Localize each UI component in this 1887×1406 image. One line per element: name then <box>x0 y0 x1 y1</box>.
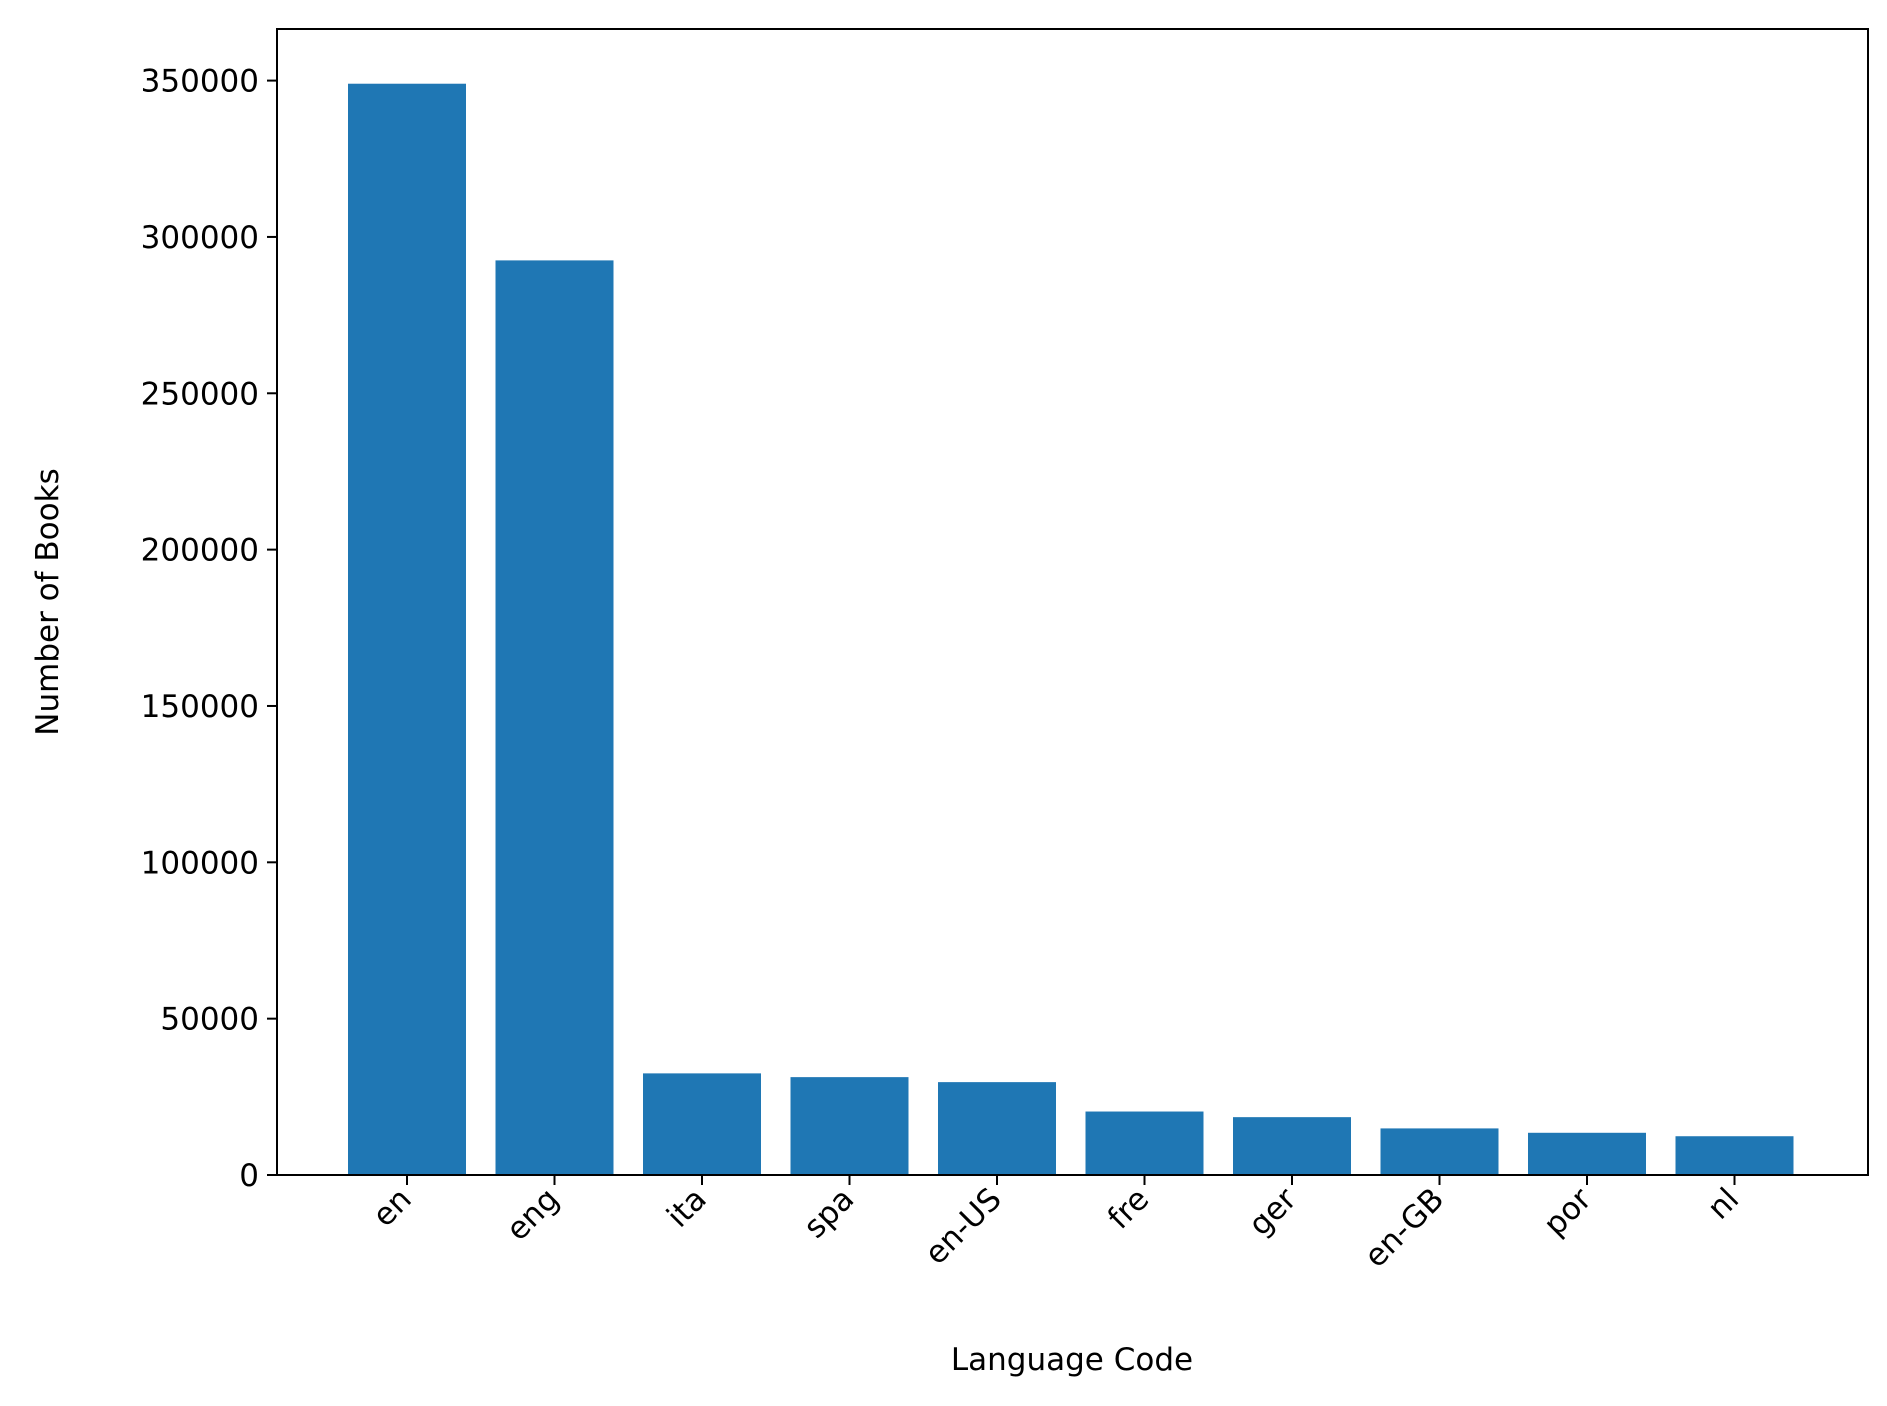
x-tick-label: ita <box>660 1181 714 1235</box>
y-tick-label: 50000 <box>160 1002 259 1038</box>
y-tick-label: 150000 <box>141 689 259 725</box>
plot-area-frame <box>276 28 1869 1176</box>
bar-en-US <box>938 1082 1056 1175</box>
y-tick-label: 100000 <box>141 845 259 881</box>
bar-por <box>1528 1132 1646 1175</box>
y-axis-ticks: 0 50000 100000 150000 200000 250000 300000 3500… <box>141 64 277 1194</box>
x-tick-label: fre <box>1101 1181 1156 1236</box>
x-axis-title: Language Code <box>951 1342 1193 1378</box>
x-tick-label: en <box>366 1181 419 1234</box>
x-axis-ticks: en eng ita spa en-US fre ger en-GB por nl <box>366 1175 1746 1275</box>
y-tick-label: 250000 <box>141 376 259 412</box>
bar-fre <box>1085 1111 1204 1175</box>
bar-ger <box>1233 1117 1351 1175</box>
x-tick-label: ger <box>1242 1181 1304 1243</box>
bar-spa <box>790 1077 909 1175</box>
bar-en-GB <box>1380 1128 1499 1175</box>
y-tick-label: 0 <box>239 1158 259 1194</box>
bar-ita <box>643 1073 761 1175</box>
y-tick-label: 300000 <box>141 220 259 256</box>
x-tick-label: por <box>1537 1181 1599 1243</box>
x-tick-label: en-US <box>918 1181 1009 1272</box>
x-tick-label: en-GB <box>1358 1181 1452 1275</box>
bars-layer <box>348 83 1794 1176</box>
bar-eng <box>495 260 614 1176</box>
x-tick-label: eng <box>499 1181 566 1248</box>
x-tick-label: spa <box>797 1181 861 1245</box>
bar-nl <box>1675 1136 1794 1175</box>
y-axis-title: Number of Books <box>30 468 66 735</box>
x-tick-label: nl <box>1701 1181 1746 1226</box>
y-tick-label: 200000 <box>141 533 259 569</box>
bar-en <box>348 83 466 1175</box>
y-tick-label: 350000 <box>141 64 259 100</box>
